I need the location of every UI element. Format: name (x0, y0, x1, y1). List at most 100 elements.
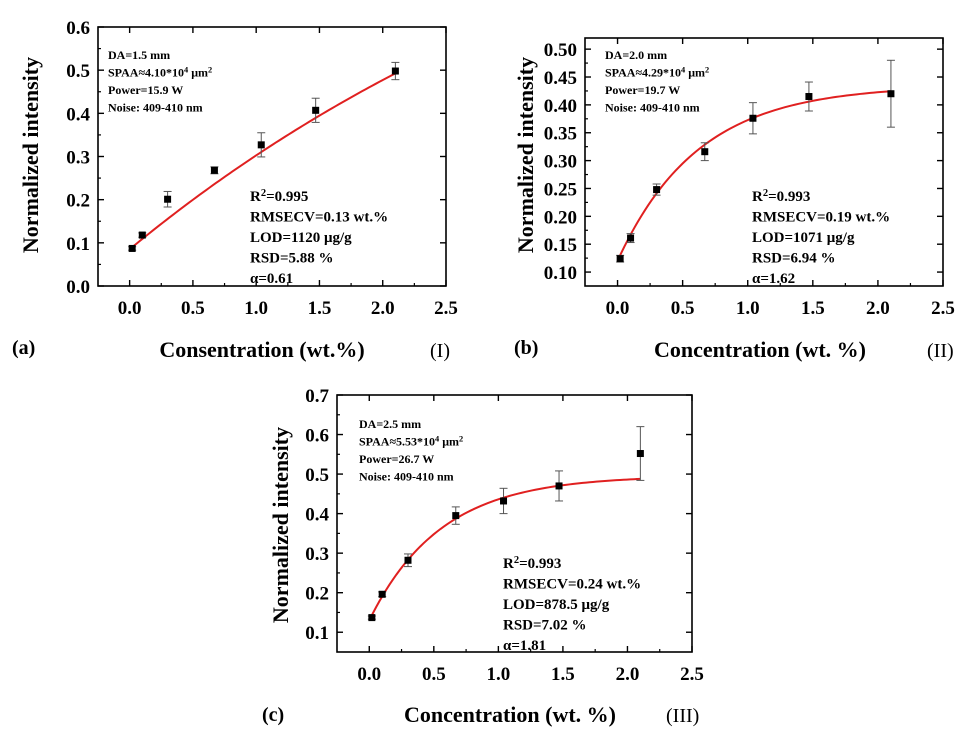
y-tick-label: 0.1 (305, 623, 329, 644)
y-axis-title: Normalized intensity (18, 57, 43, 253)
annotation-spaa: SPAA≈5.53*104 μm2 (359, 434, 463, 449)
y-tick-label: 0.2 (66, 191, 90, 212)
annotation-da: DA=2.0 mm (605, 48, 667, 62)
stat-r2: R2=0.993 (503, 555, 561, 573)
annotation-da: DA=2.5 mm (359, 417, 421, 431)
x-tick-label: 2.5 (680, 664, 704, 685)
data-point (378, 590, 386, 598)
data-point (164, 195, 172, 203)
stat-lod: LOD=1120 μg/g (250, 230, 352, 246)
data-point (636, 450, 644, 458)
panel-roman-numeral: (I) (430, 340, 450, 362)
y-tick-label: 0.4 (305, 505, 329, 526)
x-tick-label: 0.5 (181, 298, 205, 319)
stat-rsd: RSD=5.88 % (250, 251, 334, 267)
x-tick-label: 1.0 (736, 298, 760, 319)
y-tick-label: 0.35 (544, 124, 577, 145)
x-tick-label: 0.5 (671, 298, 695, 319)
annotation-power: Power=15.9 W (108, 83, 183, 97)
data-point (391, 67, 399, 75)
y-tick-label: 0.10 (544, 263, 577, 284)
data-point (653, 186, 661, 194)
x-tick-label: 2.5 (434, 298, 458, 319)
panel-label: (b) (514, 337, 538, 359)
y-tick-label: 0.25 (544, 179, 577, 200)
stat-rmsecv: RMSECV=0.19 wt.% (752, 210, 890, 226)
y-tick-label: 0.3 (305, 544, 329, 565)
data-point (257, 141, 265, 149)
data-point (500, 497, 508, 505)
y-tick-label: 0.6 (66, 18, 90, 39)
y-tick-label: 0.1 (66, 234, 90, 255)
data-point (404, 556, 412, 564)
data-point (368, 614, 376, 622)
data-point (312, 106, 320, 114)
x-tick-label: 2.0 (616, 664, 640, 685)
fit-curve (368, 477, 641, 621)
data-point (887, 90, 895, 98)
stat-r2: R2=0.993 (752, 188, 810, 206)
y-tick-label: 0.30 (544, 152, 577, 173)
annotation-da: DA=1.5 mm (108, 48, 170, 62)
chart-panel-2: 0.0 0.5 1.0 1.5 2.0 2.5 0.10 0.15 0.20 0.25 0.30 0.… (513, 37, 955, 362)
y-tick-label: 0.5 (305, 465, 329, 486)
x-tick-label: 1.5 (551, 664, 575, 685)
data-point (128, 244, 136, 252)
x-tick-label: 0.0 (118, 298, 142, 319)
y-tick-label: 0.7 (305, 386, 329, 407)
plot-frame (584, 37, 944, 287)
y-axis-title: Normalized intensity (513, 57, 538, 253)
y-tick-label: 0.3 (66, 148, 90, 169)
y-tick-label: 0.45 (544, 68, 577, 89)
annotation-power: Power=26.7 W (359, 452, 434, 466)
y-tick-label: 0.2 (305, 584, 329, 605)
fit-curve (129, 72, 396, 251)
panel-roman-numeral: (III) (666, 705, 699, 727)
annotation-noise: Noise: 409-410 nm (359, 470, 454, 484)
data-point (627, 234, 635, 242)
chart-panel-1: 0.0 0.5 1.0 1.5 2.0 2.5 0.0 0.1 0.2 0.3 0.4 0.5 0.6 C… (12, 18, 458, 362)
x-axis-title: Consentration (wt.%) (159, 337, 364, 362)
annotation-noise: Noise: 409-410 nm (108, 101, 203, 115)
stat-rmsecv: RMSECV=0.24 wt.% (503, 577, 641, 593)
x-tick-label: 1.5 (801, 298, 825, 319)
y-tick-label: 0.20 (544, 207, 577, 228)
annotation-power: Power=19.7 W (605, 83, 680, 97)
x-tick-label: 0.5 (422, 664, 446, 685)
data-point (749, 114, 757, 122)
data-point (616, 255, 624, 263)
panel-label: (c) (262, 704, 284, 726)
data-point (701, 148, 709, 156)
x-tick-label: 0.0 (606, 298, 630, 319)
x-tick-label: 2.0 (371, 298, 395, 319)
x-axis-title: Concentration (wt. %) (654, 337, 866, 362)
y-tick-label: 0.4 (66, 104, 90, 125)
x-tick-label: 1.0 (244, 298, 268, 319)
stat-alpha: α=1.62 (752, 271, 795, 287)
annotation-spaa: SPAA≈4.10*104 μm2 (108, 65, 212, 80)
data-point (210, 166, 218, 174)
data-point (138, 231, 146, 239)
stat-alpha: α=0.61 (250, 271, 293, 287)
stat-alpha: α=1.81 (503, 638, 546, 654)
stat-lod: LOD=1071 μg/g (752, 230, 855, 246)
y-tick-label: 0.0 (66, 277, 90, 298)
stat-r2: R2=0.995 (250, 188, 308, 206)
annotation-spaa: SPAA≈4.29*104 μm2 (605, 65, 709, 80)
data-point (452, 512, 460, 520)
y-tick-label: 0.15 (544, 235, 577, 256)
x-tick-label: 0.0 (357, 664, 381, 685)
x-tick-label: 2.0 (866, 298, 890, 319)
y-axis-title: Normalized intensity (268, 427, 293, 623)
data-point (555, 482, 563, 490)
stat-rmsecv: RMSECV=0.13 wt.% (250, 210, 388, 226)
data-point (805, 93, 813, 101)
y-tick-label: 0.40 (544, 96, 577, 117)
stat-lod: LOD=878.5 μg/g (503, 597, 610, 613)
x-axis-title: Concentration (wt. %) (404, 702, 616, 727)
plot-frame (336, 394, 693, 653)
panel-roman-numeral: (II) (927, 340, 954, 362)
y-tick-label: 0.5 (66, 61, 90, 82)
chart-panel-3: 0.0 0.5 1.0 1.5 2.0 2.5 0.1 0.2 0.3 0.4 0.5 0.6 0.7 C… (262, 386, 704, 727)
